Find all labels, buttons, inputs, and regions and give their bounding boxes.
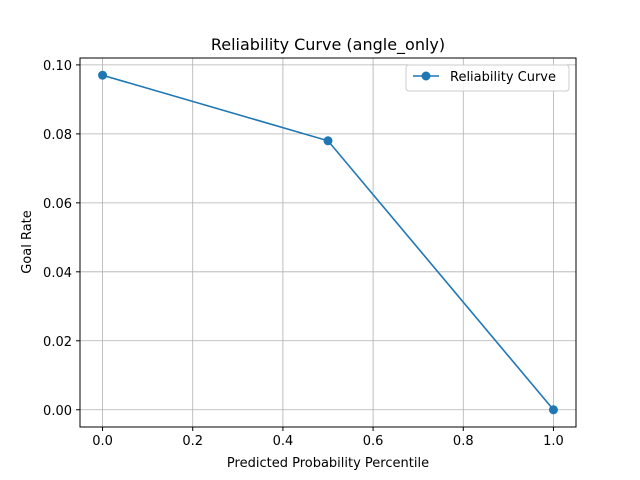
- x-tick-label: 0.0: [92, 434, 113, 449]
- grid-lines: [80, 58, 576, 427]
- x-axis: 0.0 0.2 0.4 0.6 0.8 1.0: [92, 427, 564, 449]
- x-axis-title: Predicted Probability Percentile: [227, 456, 429, 471]
- y-tick-label: 0.08: [43, 128, 72, 143]
- series-layer: [98, 70, 558, 415]
- data-point: [98, 70, 108, 80]
- plot-frame: [79, 57, 577, 428]
- legend-box: [405, 64, 570, 92]
- legend: Reliability Curve: [405, 64, 570, 92]
- y-axis: 0.00 0.02 0.04 0.06 0.08 0.10: [43, 59, 80, 419]
- series-line: [102, 74, 555, 411]
- legend-marker-swatch: [421, 71, 431, 81]
- y-tick-label: 0.02: [43, 335, 72, 350]
- x-tick-label: 1.0: [543, 434, 564, 449]
- data-point: [323, 136, 333, 146]
- y-tick-label: 0.04: [43, 266, 72, 281]
- x-tick-label: 0.8: [453, 434, 474, 449]
- y-axis-title: Goal Rate: [20, 210, 35, 274]
- chart-title: Reliability Curve (angle_only): [211, 35, 445, 55]
- legend-label: Reliability Curve: [450, 70, 556, 85]
- y-tick-label: 0.06: [43, 197, 72, 212]
- y-tick-label: 0.00: [43, 404, 72, 419]
- x-tick-label: 0.6: [363, 434, 384, 449]
- x-tick-label: 0.4: [273, 434, 294, 449]
- data-point: [548, 405, 558, 415]
- y-tick-label: 0.10: [43, 59, 72, 74]
- x-tick-label: 0.2: [182, 434, 203, 449]
